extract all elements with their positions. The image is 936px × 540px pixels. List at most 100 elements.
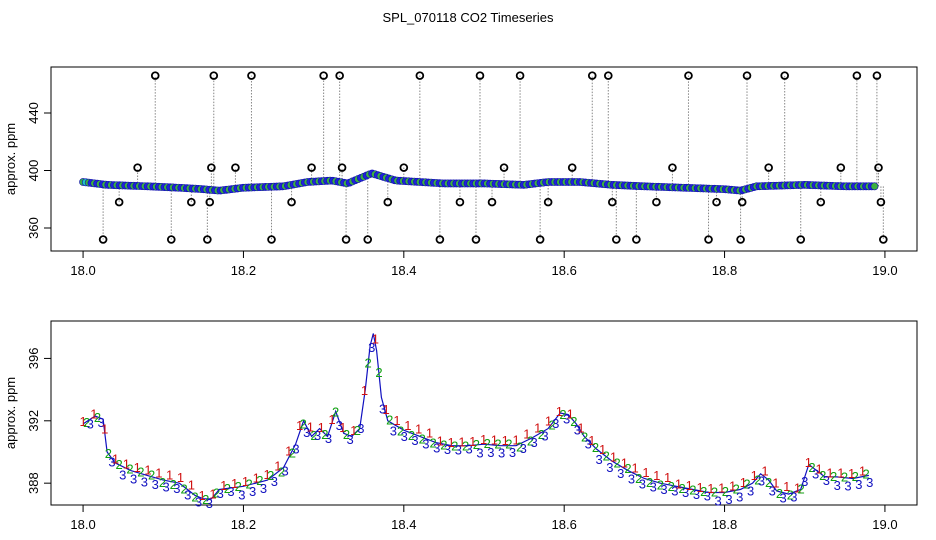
outlier-point bbox=[203, 235, 212, 244]
series-point-label: 1 bbox=[480, 432, 487, 447]
series-point-label: 2 bbox=[635, 471, 642, 486]
outlier-point bbox=[335, 71, 344, 80]
outlier-point bbox=[876, 197, 886, 207]
outlier-point bbox=[205, 197, 215, 207]
series-point-label: 2 bbox=[310, 428, 317, 443]
outlier-point bbox=[668, 163, 677, 172]
outlier-point bbox=[114, 197, 124, 207]
series-point-label: 2 bbox=[278, 464, 285, 479]
outlier-point bbox=[187, 197, 196, 207]
series-point-label: 3 bbox=[704, 488, 711, 503]
series-point-label: 2 bbox=[570, 414, 577, 429]
outlier-point bbox=[287, 197, 296, 207]
series-point-label: 3 bbox=[292, 441, 299, 456]
series-point-label: 1 bbox=[177, 470, 184, 485]
series-point-label: 1 bbox=[664, 470, 671, 485]
series-point-label: 1 bbox=[242, 474, 249, 489]
y-tick-label: 440 bbox=[26, 102, 41, 124]
series-point-label: 3 bbox=[325, 431, 332, 446]
y-tick-label: 400 bbox=[26, 160, 41, 182]
outlier-point bbox=[607, 197, 617, 207]
series-point-label: 2 bbox=[94, 410, 101, 425]
series-point-label: 1 bbox=[783, 479, 790, 494]
top-panel: 18.0 18.2 18.4 18.6 18.8 19.0 360 400 440 appro… bbox=[3, 66, 918, 278]
series-point-label: 1 bbox=[805, 455, 812, 470]
series-point-label: 2 bbox=[494, 437, 501, 452]
x-tick-label: 18.8 bbox=[712, 517, 737, 532]
series-point-label: 2 bbox=[300, 416, 307, 431]
x-tick-label: 18.8 bbox=[712, 263, 737, 278]
outlier-point bbox=[247, 71, 256, 80]
series-point-label: 1 bbox=[816, 462, 823, 477]
series-point-label: 2 bbox=[700, 484, 707, 499]
series-point-label: 2 bbox=[722, 484, 729, 499]
series-point-label: 3 bbox=[812, 466, 819, 481]
series-point-label: 2 bbox=[397, 424, 404, 439]
outlier-point bbox=[209, 71, 219, 80]
series-point-label: 2 bbox=[841, 469, 848, 484]
bottom-panel: 18.0 18.2 18.4 18.6 18.8 19.0 388 392 396 appro… bbox=[3, 320, 918, 532]
y-tick-label: 392 bbox=[26, 410, 41, 432]
series-point-label: 2 bbox=[668, 479, 675, 494]
series-point-label: 3 bbox=[314, 428, 321, 443]
series-point-label: 3 bbox=[855, 477, 862, 492]
series-point-label: 1 bbox=[686, 478, 693, 493]
outlier-point bbox=[632, 235, 641, 244]
x-tick-label: 18.4 bbox=[391, 517, 416, 532]
series-point-label: 1 bbox=[253, 471, 260, 486]
series-point-label: 1 bbox=[393, 413, 400, 428]
outlier-point bbox=[543, 197, 553, 207]
series-point-label: 3 bbox=[455, 442, 462, 457]
outlier-point bbox=[499, 163, 509, 172]
x-tick-label: 18.2 bbox=[231, 517, 256, 532]
series-point-label: 2 bbox=[559, 407, 566, 422]
bottom-y-axis: 388 392 396 bbox=[26, 348, 51, 494]
series-point-label: 3 bbox=[227, 484, 234, 499]
series-point-label: 1 bbox=[556, 404, 563, 419]
series-point-label: 3 bbox=[433, 440, 440, 455]
series-point-label: 3 bbox=[476, 445, 483, 460]
series-point-label: 2 bbox=[733, 481, 740, 496]
series-point-label: 1 bbox=[859, 464, 866, 479]
series-point-label: 1 bbox=[415, 422, 422, 437]
series-point-label: 1 bbox=[588, 433, 595, 448]
series-point-label: 2 bbox=[83, 415, 90, 430]
outlier-point bbox=[603, 71, 613, 80]
y-tick-label: 360 bbox=[26, 217, 41, 239]
series-point-label: 3 bbox=[823, 473, 830, 488]
series-point-label: 1 bbox=[383, 402, 390, 417]
series-point-label: 2 bbox=[527, 434, 534, 449]
series-point-label: 3 bbox=[173, 481, 180, 496]
series-point-label: 2 bbox=[267, 468, 274, 483]
series-point-label: 2 bbox=[538, 427, 545, 442]
bottom-x-axis: 18.0 18.2 18.4 18.6 18.8 19.0 bbox=[70, 505, 898, 532]
outlier-point bbox=[383, 197, 393, 207]
series-point-label: 3 bbox=[390, 423, 397, 438]
series-point-label: 2 bbox=[126, 462, 133, 477]
series-point-label: 3 bbox=[715, 493, 722, 508]
series-point-label: 2 bbox=[289, 445, 296, 460]
series-point-label: 2 bbox=[116, 457, 123, 472]
series-point-label: 1 bbox=[653, 468, 660, 483]
series-point-label: 1 bbox=[339, 420, 346, 435]
series-point-label: 2 bbox=[505, 436, 512, 451]
outlier-point bbox=[399, 163, 409, 172]
series-point-label: 1 bbox=[523, 427, 530, 442]
series-point-label: 1 bbox=[220, 478, 227, 493]
series-point-label: 2 bbox=[484, 436, 491, 451]
series-point-label: 2 bbox=[159, 475, 166, 490]
outlier-point bbox=[736, 235, 745, 244]
outlier-point bbox=[166, 235, 176, 244]
outlier-point bbox=[652, 197, 661, 207]
series-point-label: 2 bbox=[256, 473, 263, 488]
series-line bbox=[82, 333, 870, 500]
series-point-label: 2 bbox=[787, 487, 794, 502]
bottom-data-marks: 1231231231231231231231231231231231231231… bbox=[79, 332, 873, 511]
series-point-label: 2 bbox=[429, 435, 436, 450]
outlier-point bbox=[475, 71, 485, 80]
series-point-label: 2 bbox=[798, 482, 805, 497]
series-point-label: 3 bbox=[574, 422, 581, 437]
series-point-label: 2 bbox=[743, 477, 750, 492]
series-point-label: 3 bbox=[541, 428, 548, 443]
